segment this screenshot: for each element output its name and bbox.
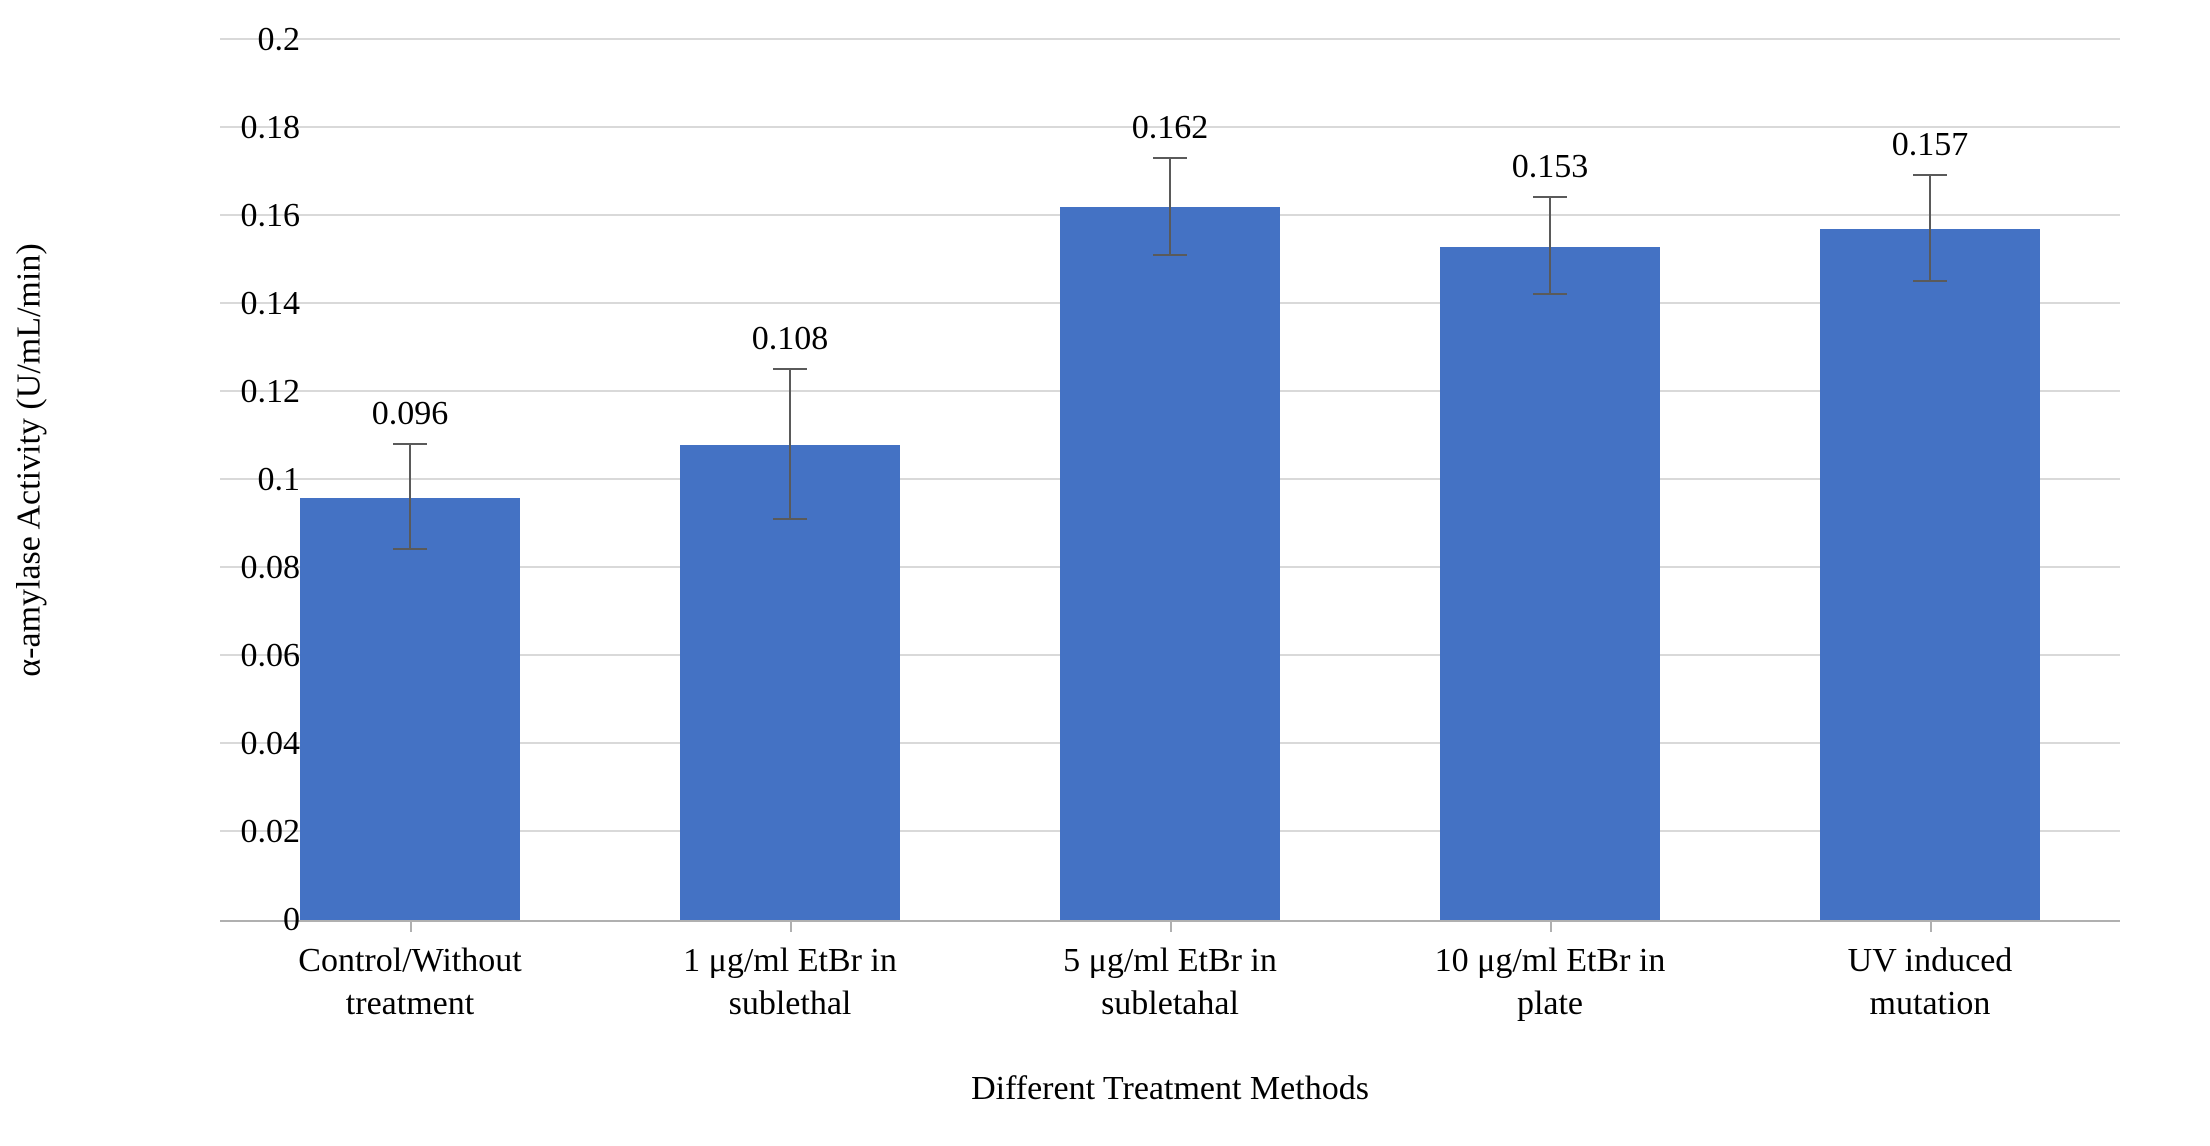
error-cap-top xyxy=(1913,174,1947,176)
x-category-label: UV inducedmutation xyxy=(1748,940,2113,1025)
x-tick xyxy=(1550,920,1552,932)
bar-group: 0.096 xyxy=(300,498,520,920)
error-bar xyxy=(1169,159,1171,256)
bar-value-label: 0.157 xyxy=(1892,126,1969,164)
y-tick-label: 0.2 xyxy=(200,21,300,59)
y-tick-label: 0.18 xyxy=(200,109,300,147)
x-category-label: 5 μg/ml EtBr insubletahal xyxy=(988,940,1353,1025)
x-axis-title: Different Treatment Methods xyxy=(220,1070,2120,1108)
plot-area: 0.096 0.108 0.162 0.153 0.157 xyxy=(220,40,2120,922)
error-bar xyxy=(789,370,791,520)
gridline xyxy=(220,38,2120,40)
bar-value-label: 0.096 xyxy=(372,395,449,433)
error-cap-bottom xyxy=(1153,254,1187,256)
bar-group: 0.153 xyxy=(1440,247,1660,920)
amylase-activity-chart: α-amylase Activity (U/mL/min) 0.096 0.108… xyxy=(0,0,2210,1146)
y-axis-title-container: α-amylase Activity (U/mL/min) xyxy=(0,0,60,920)
y-tick-label: 0.16 xyxy=(200,197,300,235)
error-cap-top xyxy=(1153,157,1187,159)
bar-group: 0.108 xyxy=(680,445,900,920)
bar-value-label: 0.153 xyxy=(1512,148,1589,186)
y-tick-label: 0.04 xyxy=(200,725,300,763)
bar-value-label: 0.162 xyxy=(1132,109,1209,147)
error-bar xyxy=(1549,198,1551,295)
y-axis-title: α-amylase Activity (U/mL/min) xyxy=(11,243,49,676)
x-category-label: Control/Withouttreatment xyxy=(228,940,593,1025)
bar xyxy=(1060,207,1280,920)
x-tick xyxy=(1170,920,1172,932)
bar-group: 0.162 xyxy=(1060,207,1280,920)
bar xyxy=(1440,247,1660,920)
bar-value-label: 0.108 xyxy=(752,320,829,358)
x-category-label: 1 μg/ml EtBr insublethal xyxy=(608,940,973,1025)
error-bar xyxy=(409,445,411,551)
bar xyxy=(1820,229,2040,920)
y-tick-label: 0 xyxy=(200,901,300,939)
error-cap-bottom xyxy=(1533,293,1567,295)
error-cap-top xyxy=(773,368,807,370)
error-bar xyxy=(1929,176,1931,282)
y-tick-label: 0.14 xyxy=(200,285,300,323)
y-tick-label: 0.12 xyxy=(200,373,300,411)
y-tick-label: 0.02 xyxy=(200,813,300,851)
error-cap-bottom xyxy=(393,548,427,550)
error-cap-bottom xyxy=(773,518,807,520)
x-tick xyxy=(790,920,792,932)
y-tick-label: 0.08 xyxy=(200,549,300,587)
y-tick-label: 0.1 xyxy=(200,461,300,499)
error-cap-bottom xyxy=(1913,280,1947,282)
y-tick-label: 0.06 xyxy=(200,637,300,675)
bar xyxy=(300,498,520,920)
error-cap-top xyxy=(393,443,427,445)
error-cap-top xyxy=(1533,196,1567,198)
bar-group: 0.157 xyxy=(1820,229,2040,920)
x-tick xyxy=(410,920,412,932)
x-tick xyxy=(1930,920,1932,932)
x-category-label: 10 μg/ml EtBr inplate xyxy=(1368,940,1733,1025)
